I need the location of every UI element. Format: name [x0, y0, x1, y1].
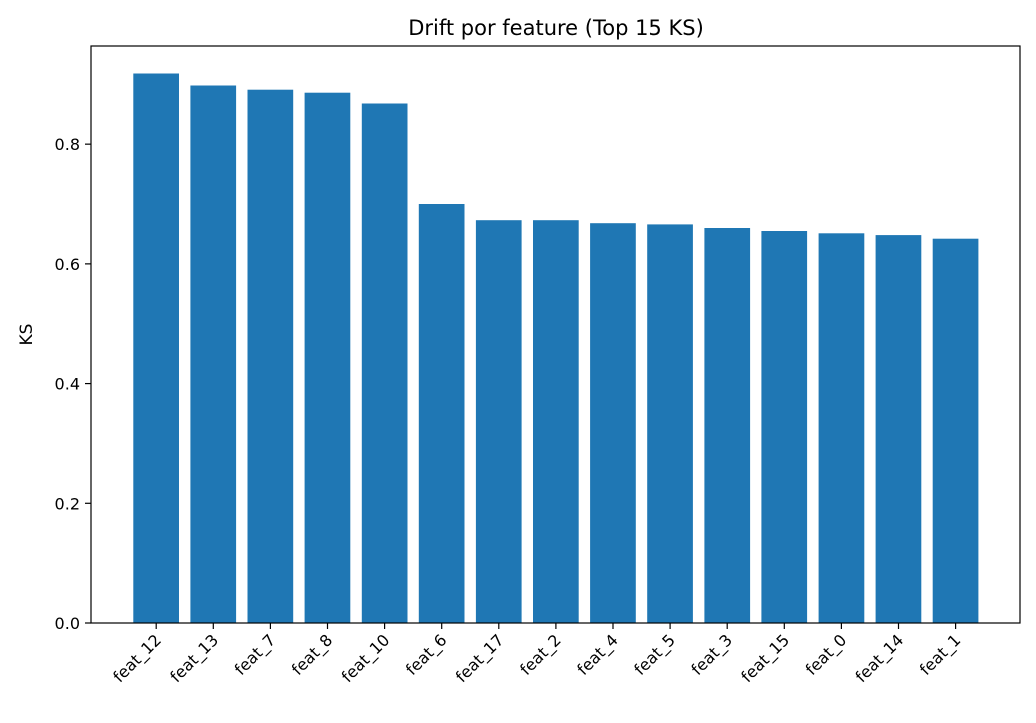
x-tick-label: feat_7: [231, 630, 280, 679]
bar-feat_0: [818, 233, 865, 624]
y-axis-label: KS: [17, 324, 37, 346]
x-tick-label: feat_15: [737, 630, 794, 687]
bar-feat_3: [704, 228, 751, 623]
x-tick-label: feat_2: [516, 630, 565, 679]
y-tick-label: 0.4: [55, 375, 80, 394]
y-tick-label: 0.8: [55, 135, 80, 154]
bar-feat_6: [418, 204, 465, 623]
x-tick-label: feat_8: [288, 630, 337, 679]
y-tick-label: 0.2: [55, 494, 80, 513]
x-tick-label: feat_3: [687, 630, 736, 679]
x-tick-label: feat_14: [852, 630, 909, 687]
plot-frame: [90, 45, 1021, 624]
x-tick-label: feat_4: [573, 630, 622, 679]
bars-group: [133, 73, 979, 624]
y-axis-ticks: 0.0 0.2 0.4 0.6 0.8: [55, 135, 91, 633]
x-tick-label: feat_0: [802, 630, 851, 679]
y-tick-label: 0.0: [55, 614, 80, 633]
bar-feat_14: [875, 235, 922, 623]
bar-feat_10: [361, 103, 408, 623]
bar-feat_13: [190, 85, 237, 623]
bar-feat_8: [304, 92, 351, 623]
bar-feat_7: [247, 89, 294, 623]
x-axis-ticks: feat_12 feat_13 feat_7 feat_8 feat_10 feat_6 f…: [109, 623, 965, 687]
bar-feat_1: [932, 238, 979, 623]
bar-feat_4: [590, 223, 636, 623]
y-tick-label: 0.6: [55, 255, 80, 274]
x-tick-label: feat_10: [338, 630, 395, 687]
x-tick-label: feat_17: [452, 630, 509, 687]
x-tick-label: feat_13: [166, 630, 223, 687]
x-tick-label: feat_5: [630, 630, 679, 679]
bar-feat_5: [647, 224, 693, 623]
x-tick-label: feat_1: [916, 630, 965, 679]
bar-feat_2: [533, 220, 579, 623]
x-tick-label: feat_12: [109, 630, 166, 687]
chart-title: Drift por feature (Top 15 KS): [408, 16, 704, 40]
bar-feat_15: [761, 231, 808, 623]
bar-feat_12: [133, 73, 179, 623]
x-tick-label: feat_6: [402, 630, 451, 679]
bar-feat_17: [475, 220, 522, 623]
